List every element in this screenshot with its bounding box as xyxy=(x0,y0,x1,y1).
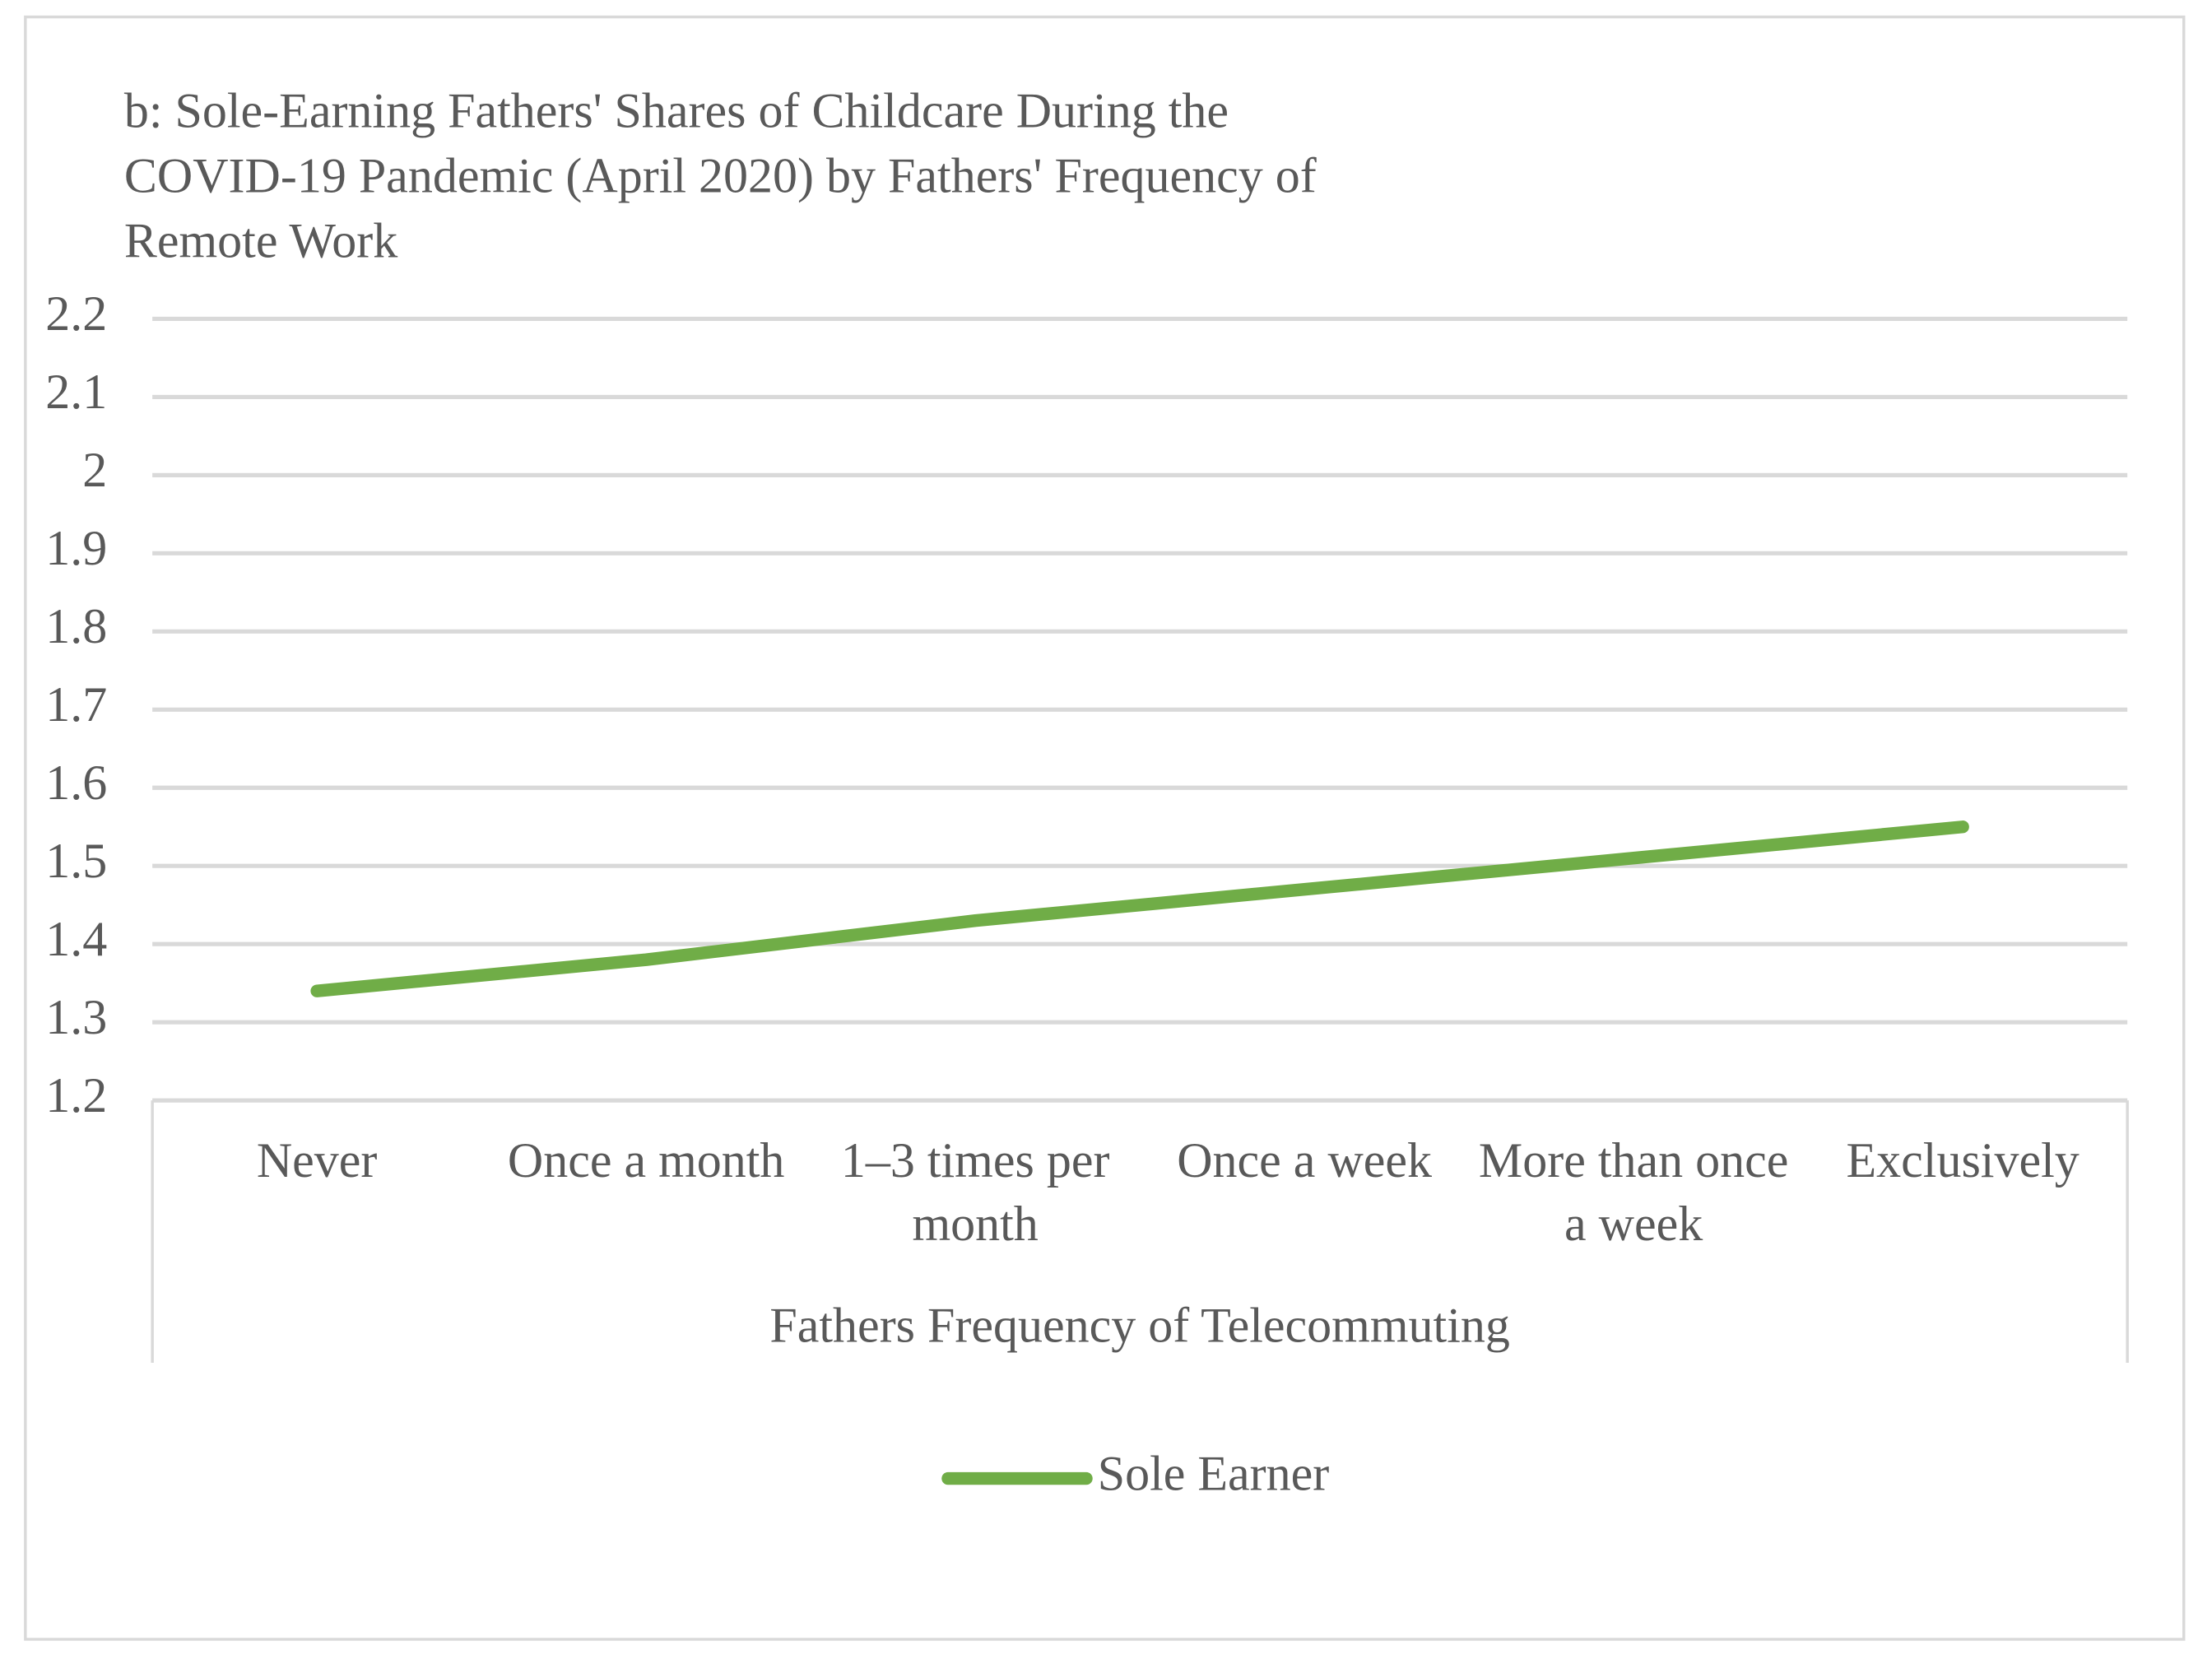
legend-label: Sole Earner xyxy=(1098,1446,1330,1500)
x-tick-label: 1–3 times per month xyxy=(841,1133,1110,1251)
x-tick-label: Once a month xyxy=(508,1133,785,1188)
y-tick-label: 1.5 xyxy=(45,834,107,888)
y-tick-label: 1.9 xyxy=(45,521,107,575)
y-tick-label: 1.3 xyxy=(45,990,107,1044)
x-tick-label: Once a week xyxy=(1177,1133,1432,1188)
y-tick-label: 1.7 xyxy=(45,677,107,732)
y-tick-label: 2.2 xyxy=(45,286,107,341)
x-tick-label: Exclusively xyxy=(1847,1133,2080,1188)
y-tick-label: 1.2 xyxy=(45,1068,107,1123)
y-tick-label: 1.6 xyxy=(45,755,107,810)
y-tick-label: 2 xyxy=(82,443,107,497)
x-tick-label: Never xyxy=(257,1133,378,1188)
chart-border xyxy=(24,15,2186,1641)
data-line xyxy=(310,820,1969,997)
chart-title: b: Sole-Earning Fathers' Shares of Child… xyxy=(124,83,1317,267)
x-tick-label: More than once a week xyxy=(1479,1133,1789,1251)
y-tick-label: 1.8 xyxy=(45,599,107,653)
x-axis-label: Fathers Frequency of Telecommuting xyxy=(769,1298,1509,1352)
y-tick-label: 2.1 xyxy=(45,365,107,419)
y-tick-label: 1.4 xyxy=(45,912,107,966)
